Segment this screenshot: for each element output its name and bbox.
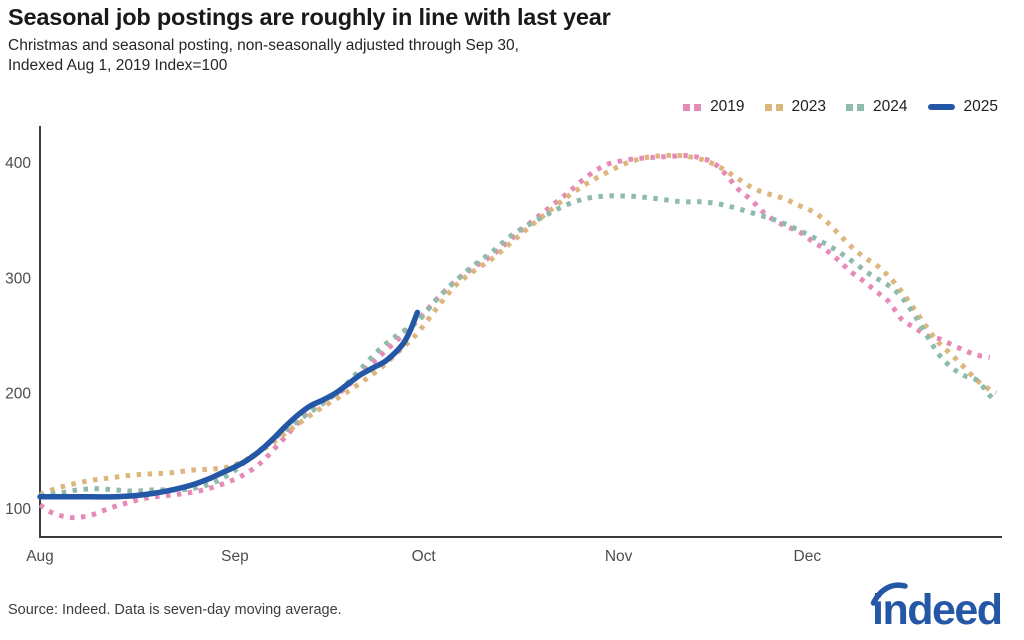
x-tick-label-sep: Sep [221,548,249,565]
y-tick-label: 200 [5,386,31,403]
legend-item-2019: 2019 [683,98,745,116]
legend-item-2023: 2023 [764,98,827,116]
x-tick-label-dec: Dec [794,548,822,565]
chart-subtitle-line1: Christmas and seasonal posting, non-seas… [8,37,519,54]
chart-subtitle-line2: Indexed Aug 1, 2019 Index=100 [8,57,228,74]
legend-label-2023: 2023 [791,98,827,115]
series-2024-line [39,193,998,499]
chart-title: Seasonal job postings are roughly in lin… [8,4,611,30]
legend-swatch-2025 [927,104,955,110]
legend-swatch-2019 [683,103,702,111]
chart-legend: 2019 2023 2024 2025 [683,98,998,116]
legend-dot-2024 [857,103,865,111]
legend-dot-2024 [846,103,854,111]
legend-dot-2019 [683,103,691,111]
series-2019-line [38,153,991,521]
legend-label-2019: 2019 [710,98,745,115]
y-tick-label: 300 [5,270,31,287]
legend-label-2025: 2025 [963,98,998,115]
legend-item-2024: 2024 [846,98,908,116]
x-tick-label-oct: Oct [412,548,437,565]
legend-dot-2023 [764,103,772,111]
y-tick-label: 400 [5,155,31,172]
legend-bar-2025 [927,104,955,110]
series-2025-line [37,309,421,500]
x-tick-label-nov: Nov [605,548,633,565]
indeed-logo: indeed [870,582,1003,632]
chart-subtitle: Christmas and seasonal posting, non-seas… [8,36,519,76]
legend-swatch-2024 [846,103,865,111]
indeed-logo-swoosh [870,582,908,606]
y-tick-label: 100 [5,501,31,518]
x-tick-label-aug: Aug [26,548,54,565]
legend-swatch-2023 [764,103,783,111]
legend-item-2025: 2025 [927,98,998,116]
series-2023-line [39,152,998,497]
legend-dot-2023 [775,103,783,111]
legend-label-2024: 2024 [873,98,908,115]
legend-dot-2019 [694,103,702,111]
source-note: Source: Indeed. Data is seven-day moving… [8,602,342,618]
indeed-logo-wordmark: indeed [872,586,1002,632]
